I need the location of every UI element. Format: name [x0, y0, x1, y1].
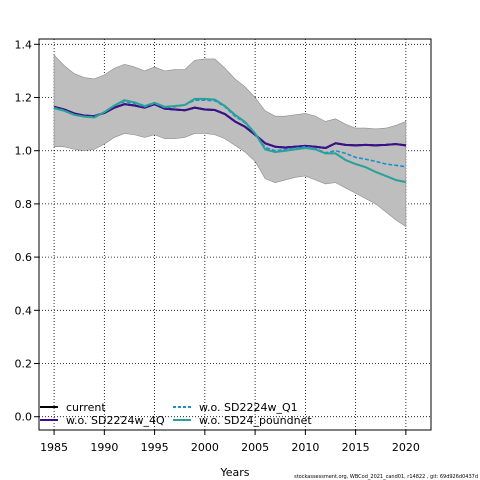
grid	[39, 39, 431, 430]
x-tick-label-2015: 2015	[342, 441, 370, 454]
legend-label-1: w.o. SD2224w_Q1	[199, 401, 298, 414]
confidence-band-layer	[53, 54, 407, 228]
x-tick-label-1995: 1995	[141, 441, 169, 454]
x-tick-label-2020: 2020	[392, 441, 420, 454]
x-tick-label-1985: 1985	[40, 441, 68, 454]
y-tick-label-4: 0.8	[15, 198, 33, 211]
confidence-band	[53, 54, 407, 228]
x-tick-label-2005: 2005	[241, 441, 269, 454]
series-line-3	[53, 97, 407, 184]
y-tick-label-3: 0.6	[15, 251, 33, 264]
y-tick-label-2: 0.4	[15, 304, 33, 317]
x-tick-label-1990: 1990	[90, 441, 118, 454]
y-tick-label-1: 0.2	[15, 358, 33, 371]
series-line-2	[53, 103, 407, 150]
series-layer	[53, 97, 407, 184]
y-tick-label-0: 0.0	[15, 411, 33, 424]
x-axis-title: Years	[219, 466, 249, 479]
y-tick-label-7: 1.4	[15, 38, 33, 51]
plot-frame	[38, 38, 432, 431]
y-tick-label-5: 1.0	[15, 145, 33, 158]
x-tick-label-2000: 2000	[191, 441, 219, 454]
footer-credit: stockassessment.org, WBCod_2021_cand01, …	[294, 474, 478, 480]
x-tick-label-2010: 2010	[291, 441, 319, 454]
x-axis: 1985 1990 1995 2000 2005 2010 2015 2020	[40, 430, 420, 454]
y-axis: 0.0 0.2 0.4 0.6 0.8 1.0 1.2 1.4	[15, 38, 39, 424]
y-tick-label-6: 1.2	[15, 92, 33, 105]
legend-label-3: w.o. SD24_poundnet	[199, 414, 312, 427]
legend-label-0: current	[66, 401, 106, 414]
legend-label-2: w.o. SD2224w_4Q	[66, 414, 165, 427]
